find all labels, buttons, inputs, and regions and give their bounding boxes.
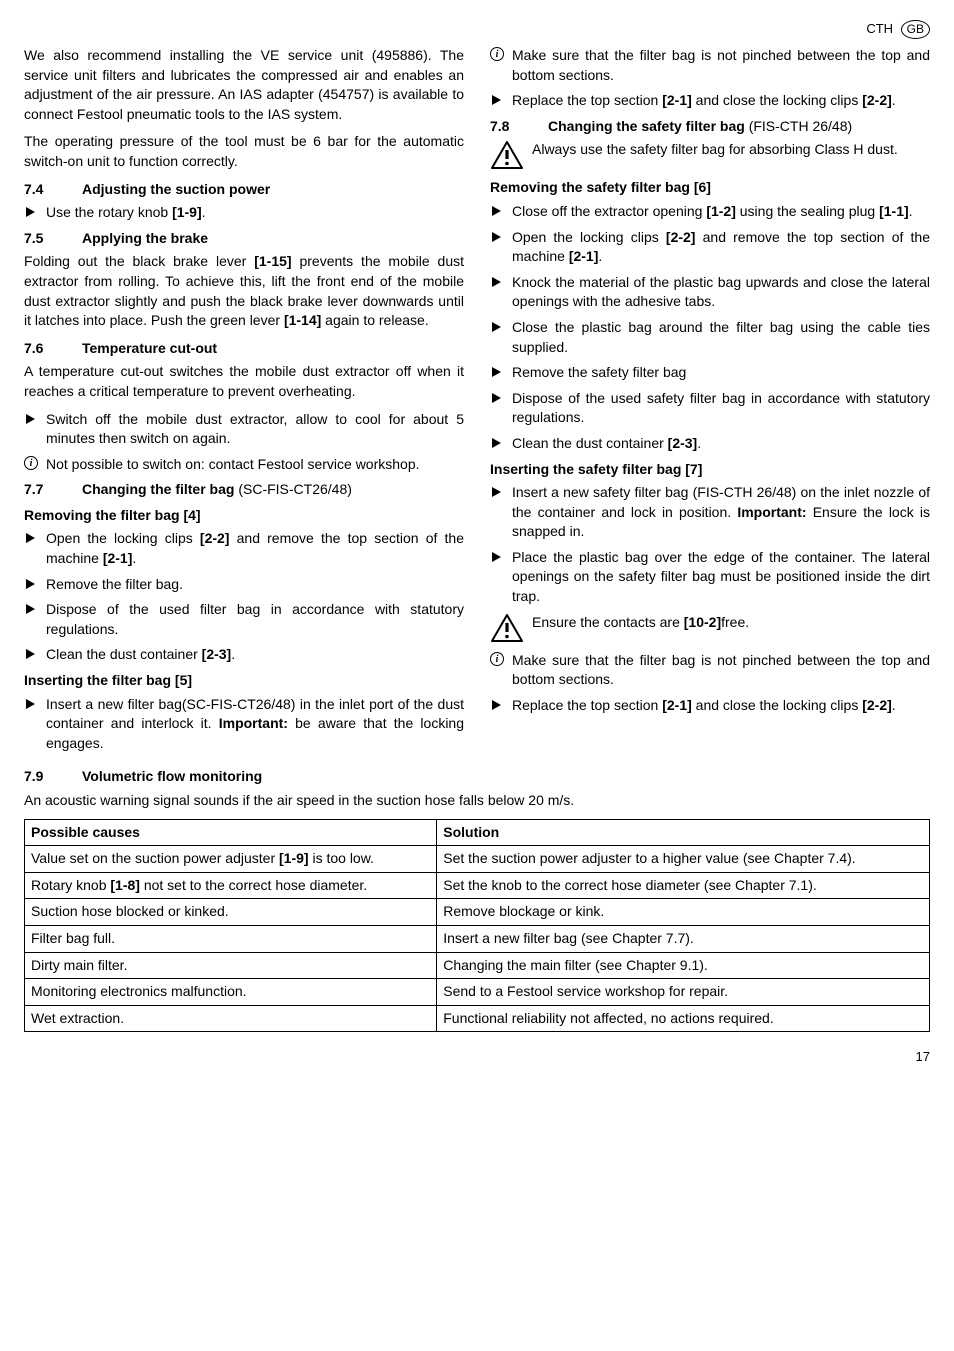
section-title: Adjusting the suction power — [82, 180, 464, 200]
solution-cell: Set the knob to the correct hose diamete… — [437, 872, 930, 899]
info-icon: i — [24, 456, 38, 470]
warning-icon — [490, 140, 524, 170]
table-row: Dirty main filter.Changing the main filt… — [25, 952, 930, 979]
list-item: Use the rotary knob [1-9]. — [24, 203, 464, 223]
cause-cell: Monitoring electronics malfunction. — [25, 979, 437, 1006]
section-7-5-paragraph: Folding out the black brake lever [1-15]… — [24, 252, 464, 330]
list-item: iMake sure that the filter bag is not pi… — [490, 46, 930, 85]
solution-cell: Functional reliability not affected, no … — [437, 1005, 930, 1032]
region-badge: GB — [901, 20, 930, 39]
section-title: Volumetric flow monitoring — [82, 767, 930, 787]
solution-cell: Remove blockage or kink. — [437, 899, 930, 926]
cause-cell: Filter bag full. — [25, 925, 437, 952]
solution-cell: Send to a Festool service workshop for r… — [437, 979, 930, 1006]
section-7-6-paragraph: A temperature cut-out switches the mobil… — [24, 362, 464, 401]
table-row: Value set on the suction power adjuster … — [25, 846, 930, 873]
list-item: Clean the dust container [2-3]. — [490, 434, 930, 454]
list-item: Replace the top section [2-1] and close … — [490, 91, 930, 111]
list-item: Switch off the mobile dust extractor, al… — [24, 410, 464, 449]
section-7-7-remove-list: Open the locking clips [2-2] and remove … — [24, 529, 464, 665]
table-row: Suction hose blocked or kinked.Remove bl… — [25, 899, 930, 926]
two-column-layout: We also recommend installing the VE serv… — [24, 46, 930, 759]
warning-text: Always use the safety filter bag for abs… — [532, 140, 898, 160]
section-title: Temperature cut-out — [82, 339, 464, 359]
cause-cell: Value set on the suction power adjuster … — [25, 846, 437, 873]
section-7-9-paragraph: An acoustic warning signal sounds if the… — [24, 791, 930, 811]
warning-text: Ensure the contacts are [10-2]free. — [532, 613, 749, 633]
list-item: iNot possible to switch on: contact Fest… — [24, 455, 464, 475]
list-item: Dispose of the used filter bag in accord… — [24, 600, 464, 639]
section-number: 7.5 — [24, 229, 82, 249]
list-item: Close off the extractor opening [1-2] us… — [490, 202, 930, 222]
warning-row: Ensure the contacts are [10-2]free. — [490, 613, 930, 643]
cause-cell: Suction hose blocked or kinked. — [25, 899, 437, 926]
section-title: Changing the safety filter bag (FIS-CTH … — [548, 117, 930, 137]
section-7-4-list: Use the rotary knob [1-9]. — [24, 203, 464, 223]
list-item: Replace the top section [2-1] and close … — [490, 696, 930, 716]
page-number: 17 — [24, 1048, 930, 1066]
header-label: CTH GB — [866, 20, 930, 39]
intro-paragraph-2: The operating pressure of the tool must … — [24, 132, 464, 171]
subheading-insert: Inserting the filter bag [5] — [24, 671, 464, 691]
section-number: 7.4 — [24, 180, 82, 200]
list-item: Insert a new safety filter bag (FIS-CTH … — [490, 483, 930, 542]
section-7-7-insert-list: Insert a new filter bag(SC-FIS-CT26/48) … — [24, 695, 464, 754]
list-item: Knock the material of the plastic bag up… — [490, 273, 930, 312]
table-header-solution: Solution — [437, 819, 930, 846]
table-row: Monitoring electronics malfunction.Send … — [25, 979, 930, 1006]
section-title: Applying the brake — [82, 229, 464, 249]
model-code: CTH — [866, 21, 893, 36]
list-item: Insert a new filter bag(SC-FIS-CT26/48) … — [24, 695, 464, 754]
page-header: CTH GB — [24, 20, 930, 40]
table-row: Wet extraction.Functional reliability no… — [25, 1005, 930, 1032]
section-7-7-heading: 7.7 Changing the filter bag (SC-FIS-CT26… — [24, 480, 464, 500]
list-item: Remove the safety filter bag — [490, 363, 930, 383]
cause-cell: Dirty main filter. — [25, 952, 437, 979]
list-item: iMake sure that the filter bag is not pi… — [490, 651, 930, 690]
troubleshooting-table: Possible causes Solution Value set on th… — [24, 819, 930, 1033]
section-number: 7.8 — [490, 117, 548, 137]
solution-cell: Changing the main filter (see Chapter 9.… — [437, 952, 930, 979]
left-column: We also recommend installing the VE serv… — [24, 46, 464, 759]
section-7-6-heading: 7.6 Temperature cut-out — [24, 339, 464, 359]
list-item: Clean the dust container [2-3]. — [24, 645, 464, 665]
section-number: 7.6 — [24, 339, 82, 359]
list-item: Open the locking clips [2-2] and remove … — [490, 228, 930, 267]
section-7-9: 7.9 Volumetric flow monitoring An acoust… — [24, 767, 930, 1032]
section-7-8-insert-list: Insert a new safety filter bag (FIS-CTH … — [490, 483, 930, 607]
section-number: 7.9 — [24, 767, 82, 787]
list-item: Remove the filter bag. — [24, 575, 464, 595]
right-column: iMake sure that the filter bag is not pi… — [490, 46, 930, 759]
solution-cell: Insert a new filter bag (see Chapter 7.7… — [437, 925, 930, 952]
solution-cell: Set the suction power adjuster to a high… — [437, 846, 930, 873]
table-row: Rotary knob [1-8] not set to the correct… — [25, 872, 930, 899]
subheading-remove-safety: Removing the safety filter bag [6] — [490, 178, 930, 198]
table-row: Filter bag full.Insert a new filter bag … — [25, 925, 930, 952]
right-top-list: iMake sure that the filter bag is not pi… — [490, 46, 930, 111]
section-7-5-heading: 7.5 Applying the brake — [24, 229, 464, 249]
info-icon: i — [490, 652, 504, 666]
section-title: Changing the filter bag (SC-FIS-CT26/48) — [82, 480, 464, 500]
section-7-8-remove-list: Close off the extractor opening [1-2] us… — [490, 202, 930, 454]
subheading-insert-safety: Inserting the safety filter bag [7] — [490, 460, 930, 480]
right-bottom-list: iMake sure that the filter bag is not pi… — [490, 651, 930, 716]
list-item: Close the plastic bag around the filter … — [490, 318, 930, 357]
list-item: Open the locking clips [2-2] and remove … — [24, 529, 464, 568]
intro-paragraph-1: We also recommend installing the VE serv… — [24, 46, 464, 124]
section-7-6-list: Switch off the mobile dust extractor, al… — [24, 410, 464, 475]
warning-row: Always use the safety filter bag for abs… — [490, 140, 930, 170]
info-icon: i — [490, 47, 504, 61]
table-header-row: Possible causes Solution — [25, 819, 930, 846]
subheading-remove: Removing the filter bag [4] — [24, 506, 464, 526]
table-header-cause: Possible causes — [25, 819, 437, 846]
section-7-8-heading: 7.8 Changing the safety filter bag (FIS-… — [490, 117, 930, 137]
section-7-9-heading: 7.9 Volumetric flow monitoring — [24, 767, 930, 787]
warning-icon — [490, 613, 524, 643]
section-number: 7.7 — [24, 480, 82, 500]
list-item: Place the plastic bag over the edge of t… — [490, 548, 930, 607]
cause-cell: Rotary knob [1-8] not set to the correct… — [25, 872, 437, 899]
cause-cell: Wet extraction. — [25, 1005, 437, 1032]
list-item: Dispose of the used safety filter bag in… — [490, 389, 930, 428]
section-7-4-heading: 7.4 Adjusting the suction power — [24, 180, 464, 200]
